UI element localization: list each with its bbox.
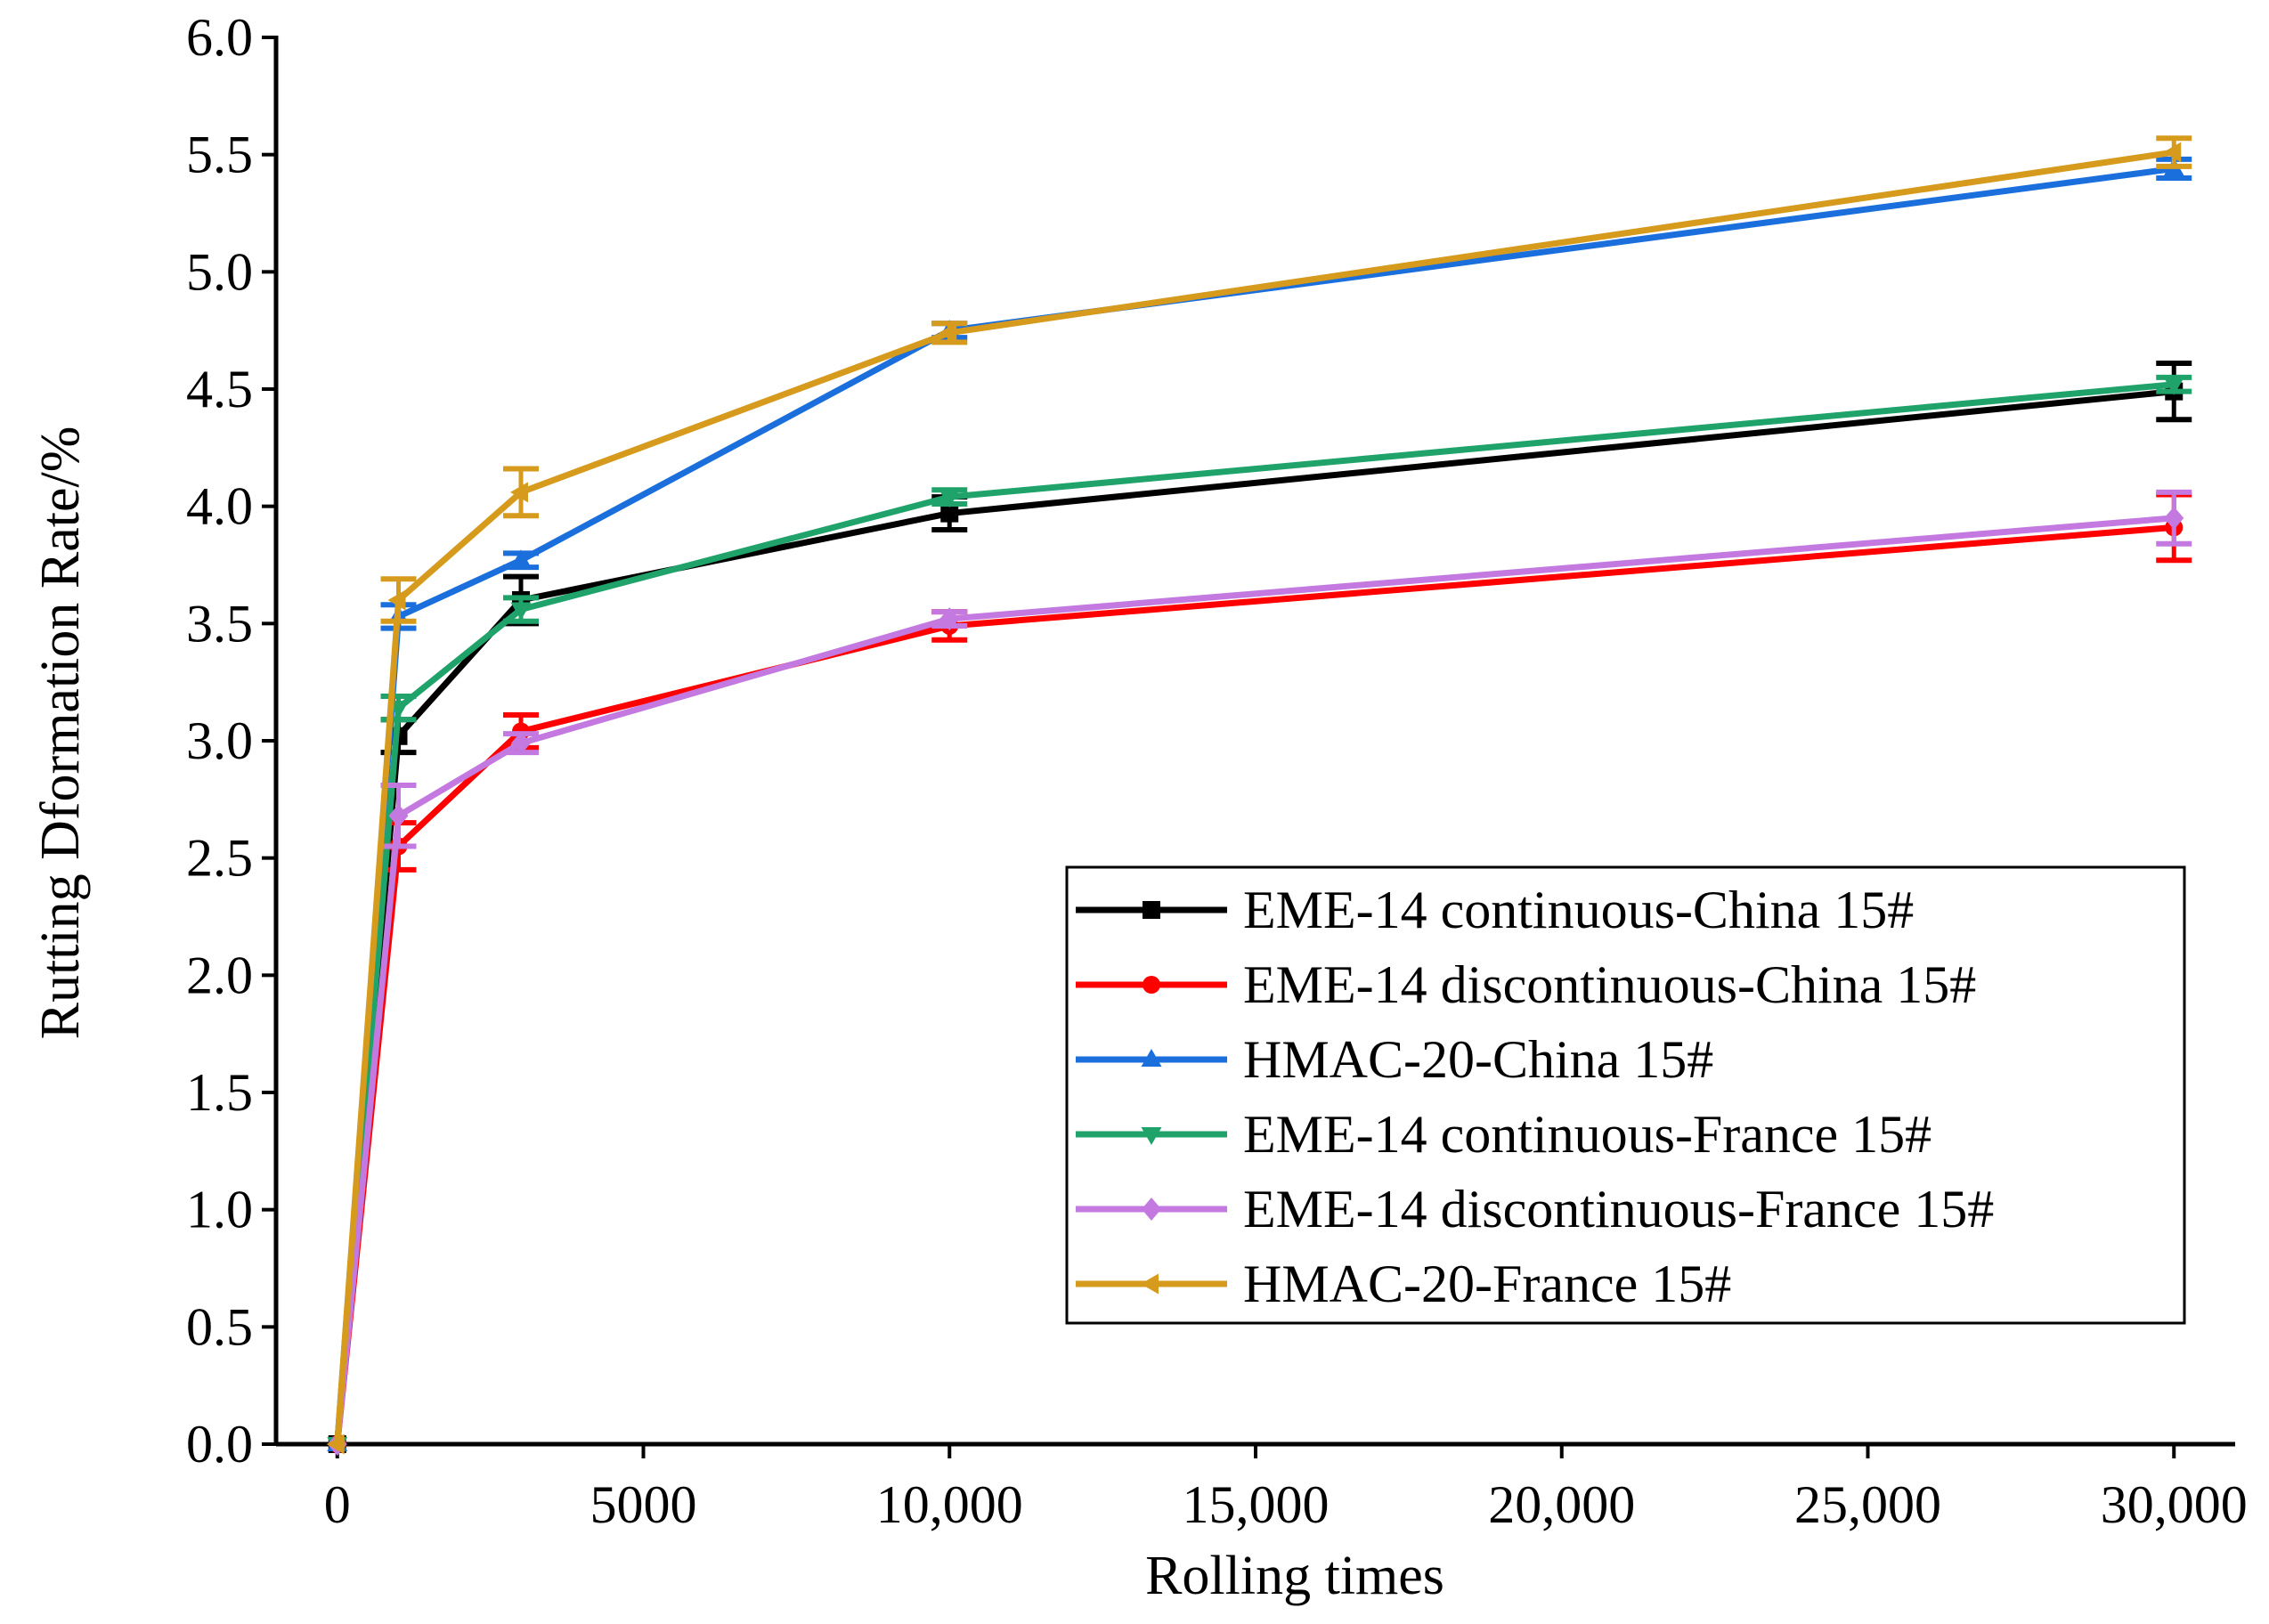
legend-marker [1143,976,1160,994]
data-point [510,549,532,568]
x-tick-label: 25,000 [1794,1475,1941,1534]
y-tick-label: 3.0 [186,711,253,770]
y-tick-label: 0.0 [186,1415,253,1474]
data-point [326,1433,345,1455]
y-tick-label: 2.0 [186,946,253,1004]
legend-marker [1142,1198,1161,1221]
data-point [511,731,531,755]
legend-marker [1141,1049,1162,1067]
x-tick-label: 15,000 [1183,1475,1330,1534]
legend-label: EME-14 continuous-France 15# [1243,1105,1931,1164]
data-point [2163,377,2184,395]
data-point [510,602,532,621]
legend-item: EME-14 discontinuous-France 15# [1076,1180,1994,1238]
legend-marker [1143,901,1160,919]
legend-item: EME-14 continuous-China 15# [1076,881,1914,939]
data-point [2163,142,2182,163]
series-4 [327,374,2192,1455]
y-tick-label: 3.5 [186,594,253,653]
x-tick-label: 20,000 [1488,1475,1635,1534]
x-axis-title: Rolling times [1145,1546,1444,1606]
legend-label: EME-14 discontinuous-China 15# [1243,955,1976,1014]
data-point [388,804,409,828]
data-point [939,607,960,631]
data-point [939,322,957,344]
legend-box [1065,865,2186,1325]
data-point [2164,506,2184,530]
legend-marker [1141,1127,1162,1145]
series-layer [326,135,2192,1456]
legend: EME-14 continuous-China 15# EME-14 discon… [1065,865,2186,1325]
legend-label: HMAC-20-France 15# [1243,1255,1731,1313]
series-6 [326,135,2192,1455]
y-tick-label: 0.5 [186,1297,253,1356]
legend-item: HMAC-20-China 15# [1076,1030,1713,1089]
legend-item: EME-14 discontinuous-China 15# [1076,955,1976,1014]
legend-item: HMAC-20-France 15# [1076,1255,1731,1313]
axes-layer: 0.0 0.5 1.0 1.5 2.0 2.5 3.0 3.5 4.0 4.5 5.0 5.5 6.0 0… [186,8,2248,1534]
data-point [940,504,959,523]
y-tick-label: 5.5 [186,126,253,184]
data-point [939,490,960,508]
y-axis-title: Rutting Dformation Rate/% [30,426,91,1040]
x-tick-label: 10,000 [876,1475,1023,1534]
y-tick-label: 2.5 [186,829,253,888]
x-tick-label: 5000 [590,1475,697,1534]
y-tick-label: 1.5 [186,1063,253,1122]
y-tick-label: 6.0 [186,8,253,67]
y-tick-label: 5.0 [186,242,253,301]
data-point [387,589,406,611]
legend-label: EME-14 continuous-China 15# [1243,881,1914,939]
x-tick-label: 0 [324,1475,351,1534]
data-point [510,482,528,503]
y-tick-label: 4.0 [186,477,253,536]
x-tick-label: 30,000 [2101,1475,2248,1534]
y-tick-label: 4.5 [186,360,253,418]
legend-label: EME-14 discontinuous-France 15# [1243,1180,1994,1238]
legend-item: EME-14 continuous-France 15# [1076,1105,1931,1164]
legend-marker [1141,1273,1159,1295]
y-tick-label: 1.0 [186,1181,253,1239]
legend-label: HMAC-20-China 15# [1243,1030,1713,1089]
